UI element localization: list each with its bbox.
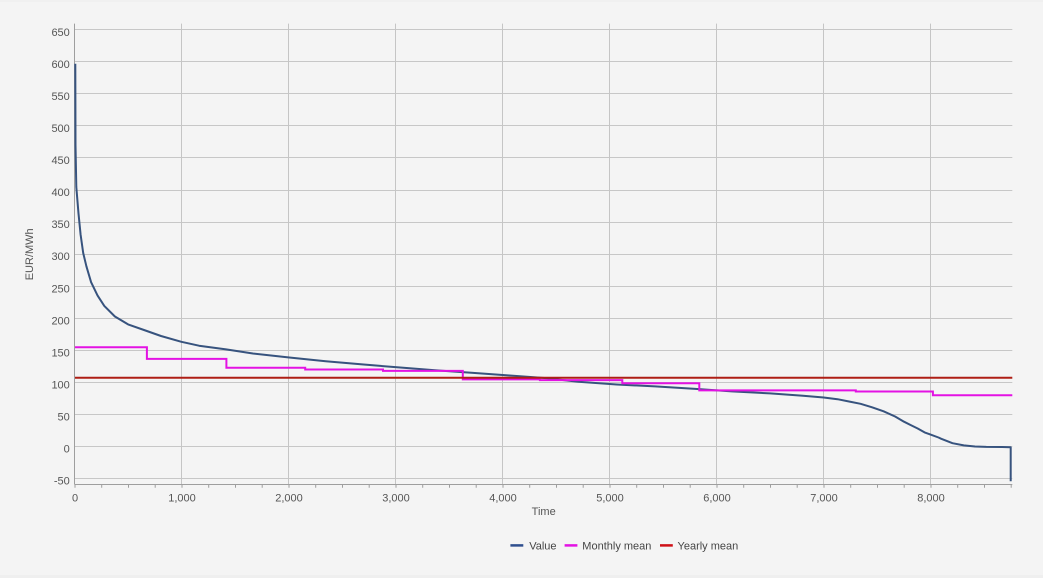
svg-text:0: 0: [72, 492, 78, 504]
svg-text:300: 300: [51, 251, 69, 263]
svg-text:EUR/MWh: EUR/MWh: [24, 228, 36, 280]
svg-text:200: 200: [51, 315, 69, 327]
svg-text:0: 0: [64, 443, 70, 455]
svg-text:8,000: 8,000: [917, 492, 945, 504]
svg-text:250: 250: [51, 283, 69, 295]
svg-text:150: 150: [51, 347, 69, 359]
svg-text:350: 350: [51, 219, 69, 231]
svg-text:Time: Time: [532, 506, 556, 518]
svg-text:400: 400: [51, 187, 69, 199]
svg-text:4,000: 4,000: [489, 492, 517, 504]
svg-text:Monthly mean: Monthly mean: [582, 540, 651, 552]
svg-text:5,000: 5,000: [596, 492, 624, 504]
svg-text:450: 450: [51, 155, 69, 167]
svg-text:550: 550: [51, 91, 69, 103]
svg-text:Yearly mean: Yearly mean: [678, 540, 739, 552]
svg-text:650: 650: [51, 27, 69, 39]
svg-text:6,000: 6,000: [703, 492, 731, 504]
svg-text:-50: -50: [54, 475, 70, 487]
svg-text:2,000: 2,000: [275, 492, 303, 504]
svg-text:50: 50: [58, 411, 70, 423]
svg-text:3,000: 3,000: [382, 492, 410, 504]
svg-text:100: 100: [51, 379, 69, 391]
svg-text:600: 600: [51, 59, 69, 71]
svg-text:7,000: 7,000: [810, 492, 838, 504]
svg-text:500: 500: [51, 123, 69, 135]
svg-text:1,000: 1,000: [168, 492, 196, 504]
svg-text:Value: Value: [529, 540, 556, 552]
